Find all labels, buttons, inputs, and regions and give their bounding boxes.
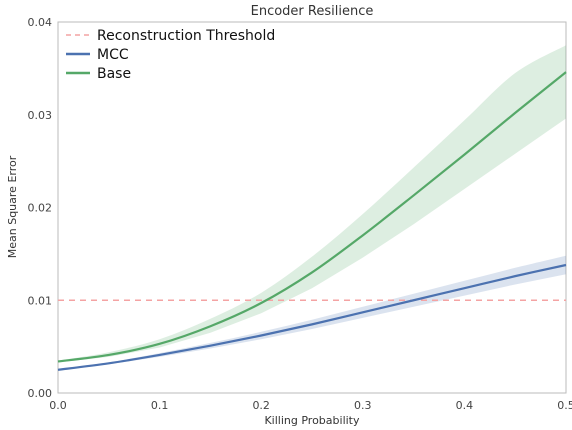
y-tick-label: 0.00	[28, 387, 53, 400]
y-tick-label: 0.01	[28, 294, 53, 307]
confidence-bands	[58, 45, 566, 371]
y-tick-label: 0.03	[28, 109, 53, 122]
x-axis-label: Killing Probability	[264, 414, 360, 427]
series-lines	[57, 71, 567, 371]
plot-area	[57, 21, 567, 394]
y-axis-ticks: 0.00 0.01 0.02 0.03 0.04	[28, 16, 53, 400]
legend: Reconstruction Threshold MCC Base	[66, 28, 275, 82]
x-tick-label: 0.4	[456, 399, 474, 412]
y-tick-label: 0.02	[28, 202, 53, 215]
y-tick-label: 0.04	[28, 16, 53, 29]
legend-threshold-label: Reconstruction Threshold	[97, 28, 275, 44]
x-tick-label: 0.0	[49, 399, 67, 412]
legend-mcc-label: MCC	[97, 47, 129, 63]
line-mcc	[57, 263, 567, 371]
x-tick-label: 0.2	[252, 399, 270, 412]
x-tick-label: 0.1	[151, 399, 169, 412]
legend-base-label: Base	[97, 66, 131, 82]
x-axis-ticks: 0.0 0.1 0.2 0.3 0.4 0.5	[49, 399, 572, 412]
line-base	[57, 71, 567, 363]
x-tick-label: 0.3	[354, 399, 372, 412]
y-axis-label: Mean Square Error	[6, 155, 19, 258]
band-base	[58, 45, 566, 363]
x-tick-label: 0.5	[557, 399, 572, 412]
chart-title: Encoder Resilience	[251, 4, 374, 19]
